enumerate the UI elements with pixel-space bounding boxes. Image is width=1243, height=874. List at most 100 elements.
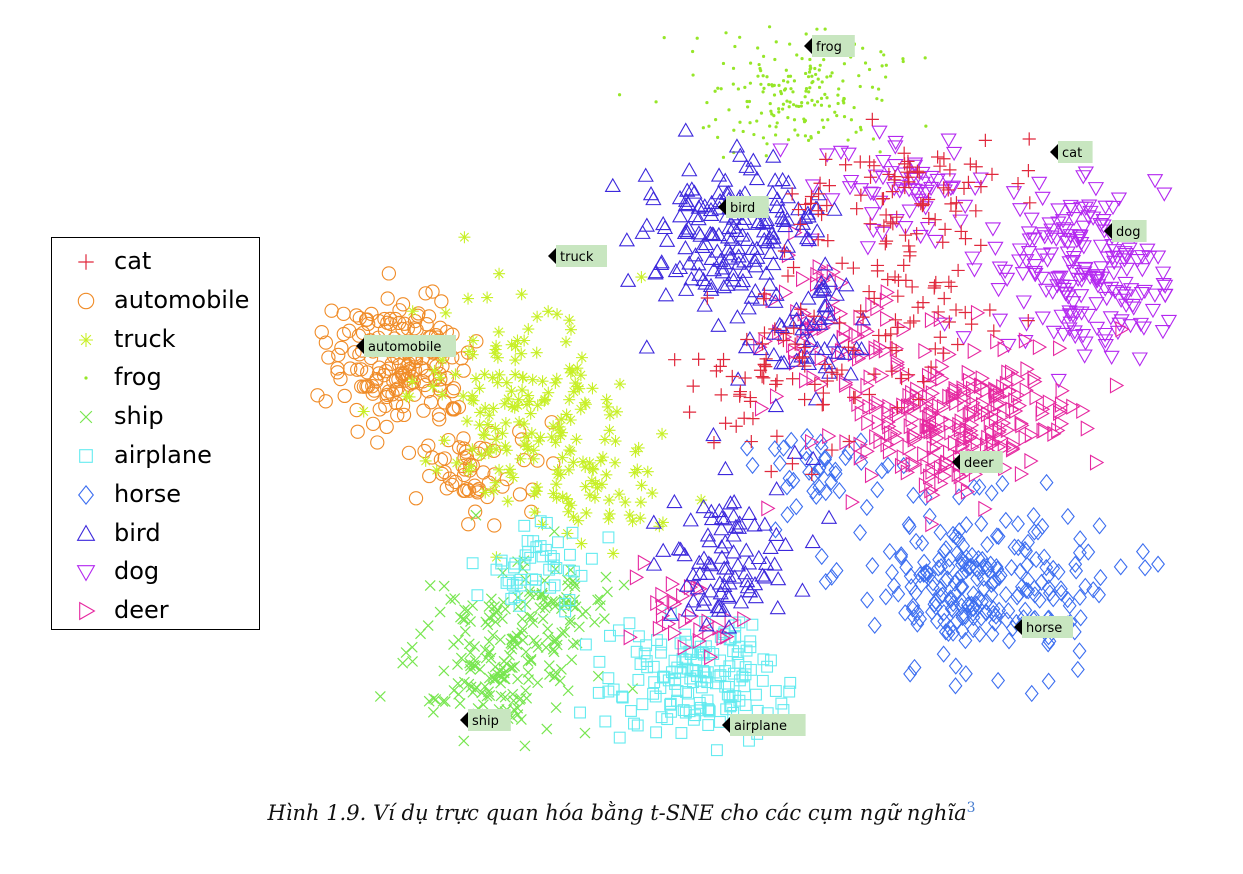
point-horse	[1026, 506, 1041, 525]
point-horse	[908, 584, 923, 602]
point-frog	[861, 46, 865, 50]
point-bird	[711, 502, 728, 518]
point-cat	[958, 232, 973, 246]
point-frog	[727, 108, 731, 112]
point-horse	[1081, 543, 1096, 561]
point-cat	[818, 357, 832, 371]
point-frog	[836, 93, 840, 97]
point-cat	[901, 368, 916, 382]
point-automobile	[432, 412, 447, 427]
point-horse	[1013, 562, 1028, 580]
cluster-label-ship: ship	[460, 709, 511, 731]
point-ship	[374, 690, 386, 702]
point-ship	[515, 714, 527, 725]
point-cat	[951, 337, 965, 352]
point-automobile	[460, 481, 475, 497]
point-frog	[818, 63, 822, 67]
point-bird	[799, 205, 817, 220]
point-airplane	[641, 661, 654, 674]
point-bird	[756, 516, 774, 531]
point-truck	[499, 416, 512, 429]
point-deer	[937, 467, 953, 485]
point-deer	[880, 310, 895, 327]
point-horse	[891, 585, 906, 603]
point-cat	[886, 217, 900, 231]
point-ship	[564, 617, 576, 629]
point-airplane	[575, 569, 588, 582]
point-deer	[712, 619, 727, 636]
point-automobile	[356, 379, 372, 394]
point-horse	[1046, 559, 1061, 578]
legend-label: frog	[114, 363, 162, 392]
point-deer	[925, 463, 940, 480]
point-horse	[985, 625, 1000, 643]
point-cat	[738, 371, 752, 385]
point-dog	[1052, 270, 1069, 285]
point-bird	[677, 239, 694, 255]
point-dog	[1149, 250, 1167, 265]
point-horse	[1051, 563, 1066, 581]
point-horse	[1092, 586, 1106, 604]
point-bird	[758, 211, 775, 227]
point-deer	[934, 411, 950, 428]
point-cat	[798, 359, 812, 373]
point-cat	[877, 219, 891, 233]
point-frog	[777, 107, 781, 111]
point-automobile	[365, 416, 381, 431]
point-truck	[571, 380, 584, 393]
point-truck	[457, 390, 470, 403]
point-deer	[926, 440, 941, 457]
point-horse	[772, 454, 787, 473]
point-horse	[1068, 555, 1083, 573]
point-truck	[554, 468, 567, 481]
point-horse	[955, 608, 970, 627]
point-horse	[922, 566, 937, 584]
point-frog	[882, 53, 886, 57]
point-frog	[879, 50, 883, 54]
point-deer	[1029, 389, 1044, 406]
point-cat	[882, 167, 896, 182]
point-deer	[637, 554, 653, 571]
point-truck	[489, 422, 502, 435]
point-truck	[498, 397, 511, 410]
point-horse	[950, 544, 965, 562]
point-horse	[894, 546, 909, 564]
point-frog	[823, 27, 827, 31]
point-automobile	[439, 481, 454, 496]
point-automobile	[422, 468, 437, 484]
point-bird	[811, 310, 828, 326]
point-airplane	[599, 715, 612, 728]
point-truck	[595, 478, 608, 491]
point-bird	[821, 272, 839, 287]
point-cat	[779, 326, 793, 341]
point-deer	[927, 450, 942, 467]
point-frog	[814, 72, 818, 77]
point-dog	[1102, 311, 1119, 326]
point-cat	[811, 204, 825, 218]
point-horse	[984, 575, 999, 594]
point-dog	[964, 251, 981, 266]
point-deer	[814, 350, 829, 367]
point-deer	[1014, 415, 1029, 432]
point-horse	[1018, 601, 1033, 619]
series-horse	[740, 427, 1165, 703]
point-dog	[1108, 250, 1126, 265]
point-ship	[406, 641, 418, 653]
point-airplane	[761, 660, 774, 673]
point-ship	[532, 641, 544, 653]
point-horse	[954, 555, 969, 574]
point-cat	[884, 215, 898, 229]
point-dog	[1154, 325, 1172, 340]
point-deer	[949, 394, 964, 412]
cluster-label-text: deer	[964, 456, 994, 471]
point-horse	[913, 610, 927, 628]
point-horse	[812, 478, 827, 497]
point-deer	[890, 431, 905, 448]
point-truck	[489, 476, 502, 489]
point-ship	[544, 669, 556, 680]
point-frog	[833, 110, 837, 114]
point-frog	[813, 103, 817, 107]
point-dog	[1112, 293, 1130, 308]
point-deer	[922, 410, 937, 427]
point-deer	[978, 500, 993, 517]
